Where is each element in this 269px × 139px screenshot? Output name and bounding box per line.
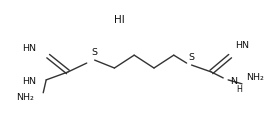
Text: HN: HN [22, 44, 37, 53]
Text: NH₂: NH₂ [16, 93, 34, 102]
Text: NH₂: NH₂ [246, 73, 264, 82]
Text: HN: HN [235, 41, 249, 50]
Text: S: S [189, 53, 194, 62]
Text: HN: HN [22, 77, 37, 86]
Text: HI: HI [114, 15, 125, 25]
Text: N: N [230, 77, 237, 86]
Text: H: H [236, 85, 242, 94]
Text: S: S [92, 48, 98, 57]
